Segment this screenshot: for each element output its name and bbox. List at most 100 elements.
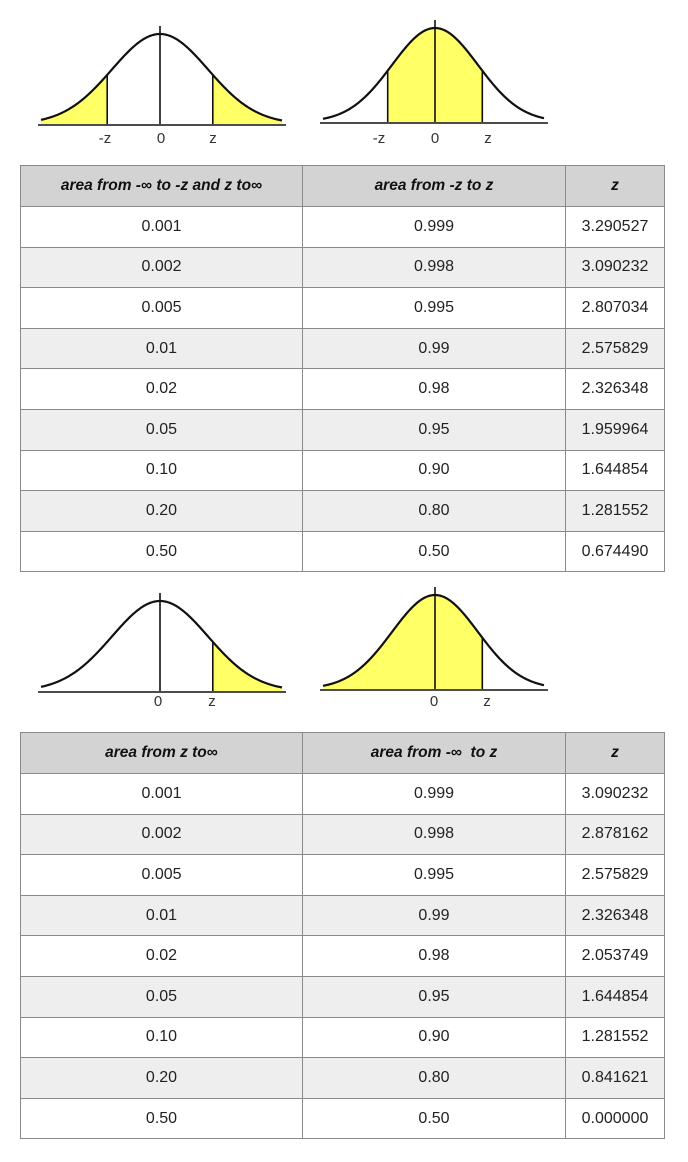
cell-tail-area: 0.01 <box>20 894 303 937</box>
infinity-symbol: ∞ <box>450 744 462 761</box>
infinity-symbol: ∞ <box>251 177 263 194</box>
table-row: 0.01 0.99 2.575829 <box>20 327 665 370</box>
table-row: 0.005 0.995 2.575829 <box>20 854 665 896</box>
cell-z-value: 3.090232 <box>565 773 665 815</box>
cell-area: 0.50 <box>302 530 566 573</box>
cell-z-value: 2.326348 <box>565 894 665 937</box>
cell-area: 0.998 <box>302 246 566 289</box>
tick-label-z: z <box>483 693 491 710</box>
two-tail-curve-figure: -z 0 z <box>38 26 286 147</box>
cell-area: 0.99 <box>302 894 566 937</box>
table-row: 0.10 0.90 1.644854 <box>20 449 665 492</box>
cell-tail-area: 0.01 <box>20 327 303 370</box>
header-central-area: area from -z to z <box>302 165 566 207</box>
header-right-tail-area: area from z to∞ <box>20 732 303 774</box>
header-z: z <box>565 165 665 207</box>
cell-z-value: 3.090232 <box>565 246 665 289</box>
cell-z-value: 0.841621 <box>565 1057 665 1099</box>
cell-area: 0.995 <box>302 287 566 329</box>
tick-label-neg-z: -z <box>99 130 112 147</box>
header-text: area from z to <box>105 744 207 761</box>
table-row: 0.05 0.95 1.959964 <box>20 408 665 451</box>
cell-z-value: 1.959964 <box>565 408 665 451</box>
normal-curve-line <box>40 599 283 689</box>
table-row: 0.01 0.99 2.326348 <box>20 894 665 937</box>
table-row: 0.002 0.998 3.090232 <box>20 246 665 289</box>
cell-area: 0.95 <box>302 408 566 451</box>
cell-z-value: 2.575829 <box>565 854 665 896</box>
cell-z-value: 1.281552 <box>565 1016 665 1059</box>
normal-curve-line <box>40 32 283 122</box>
cell-z-value: 1.281552 <box>565 490 665 532</box>
cell-z-value: 2.575829 <box>565 327 665 370</box>
tick-label-z: z <box>484 130 492 147</box>
table-row: 0.002 0.998 2.878162 <box>20 813 665 856</box>
cell-tail-area: 0.02 <box>20 368 303 410</box>
cell-z-value: 2.053749 <box>565 935 665 977</box>
table-row: 0.005 0.995 2.807034 <box>20 287 665 329</box>
cell-tail-area: 0.005 <box>20 854 303 896</box>
table-row: 0.02 0.98 2.326348 <box>20 368 665 410</box>
cell-z-value: 2.807034 <box>565 287 665 329</box>
shaded-left-area <box>323 595 483 689</box>
cell-z-value: 0.674490 <box>565 530 665 573</box>
tick-label-zero: 0 <box>431 130 439 147</box>
cell-area: 0.90 <box>302 1016 566 1059</box>
header-text: area from - <box>60 177 141 194</box>
cell-tail-area: 0.10 <box>20 1016 303 1059</box>
header-text: area from - <box>370 744 451 761</box>
infinity-symbol: ∞ <box>140 177 153 194</box>
table-row: 0.20 0.80 1.281552 <box>20 490 665 532</box>
cell-area: 0.80 <box>302 1057 566 1099</box>
cell-area: 0.99 <box>302 327 566 370</box>
cell-area: 0.50 <box>302 1097 566 1140</box>
cell-area: 0.90 <box>302 449 566 492</box>
cell-tail-area: 0.05 <box>20 975 303 1018</box>
cell-area: 0.98 <box>302 935 566 977</box>
cell-tail-area: 0.10 <box>20 449 303 492</box>
table-header-row: area from -∞ to -z and z to∞ area from -… <box>20 165 665 207</box>
cell-z-value: 3.290527 <box>565 206 665 248</box>
cell-tail-area: 0.001 <box>20 206 303 248</box>
table-row: 0.20 0.80 0.841621 <box>20 1057 665 1099</box>
cell-area: 0.999 <box>302 773 566 815</box>
table-header-row: area from z to∞ area from -∞ to z z <box>20 732 665 774</box>
header-text: to z <box>461 744 498 761</box>
cell-area: 0.80 <box>302 490 566 532</box>
left-cumulative-curve-figure: 0 z <box>320 587 548 710</box>
table-row: 0.02 0.98 2.053749 <box>20 935 665 977</box>
cell-area: 0.98 <box>302 368 566 410</box>
cell-z-value: 1.644854 <box>565 975 665 1018</box>
table-row: 0.001 0.999 3.090232 <box>20 773 665 815</box>
tick-label-zero: 0 <box>157 130 165 147</box>
tick-label-z: z <box>209 130 217 147</box>
cell-tail-area: 0.20 <box>20 490 303 532</box>
shaded-right-tail <box>212 74 282 124</box>
two-tailed-z-table: area from -∞ to -z and z to∞ area from -… <box>20 165 665 573</box>
table-row: 0.001 0.999 3.290527 <box>20 206 665 248</box>
cell-z-value: 2.878162 <box>565 813 665 856</box>
cell-area: 0.95 <box>302 975 566 1018</box>
normal-curve-line <box>322 593 545 687</box>
infinity-symbol: ∞ <box>206 744 218 761</box>
cell-tail-area: 0.001 <box>20 773 303 815</box>
cell-area: 0.998 <box>302 813 566 856</box>
normal-curve-line <box>322 26 545 120</box>
cell-tail-area: 0.02 <box>20 935 303 977</box>
cell-tail-area: 0.50 <box>20 1097 303 1140</box>
header-tail-area: area from -∞ to -z and z to∞ <box>20 165 303 207</box>
tick-label-zero: 0 <box>430 693 438 710</box>
header-left-area: area from -∞ to z <box>302 732 566 774</box>
table-row: 0.50 0.50 0.000000 <box>20 1097 665 1140</box>
cell-z-value: 0.000000 <box>565 1097 665 1140</box>
cell-z-value: 2.326348 <box>565 368 665 410</box>
table-row: 0.05 0.95 1.644854 <box>20 975 665 1018</box>
cell-tail-area: 0.002 <box>20 813 303 856</box>
cell-tail-area: 0.002 <box>20 246 303 289</box>
tick-label-z: z <box>208 693 216 710</box>
shaded-right-tail <box>212 641 282 691</box>
tick-label-zero: 0 <box>154 693 162 710</box>
cell-area: 0.995 <box>302 854 566 896</box>
header-text: to -z and z to <box>152 177 252 194</box>
cell-z-value: 1.644854 <box>565 449 665 492</box>
